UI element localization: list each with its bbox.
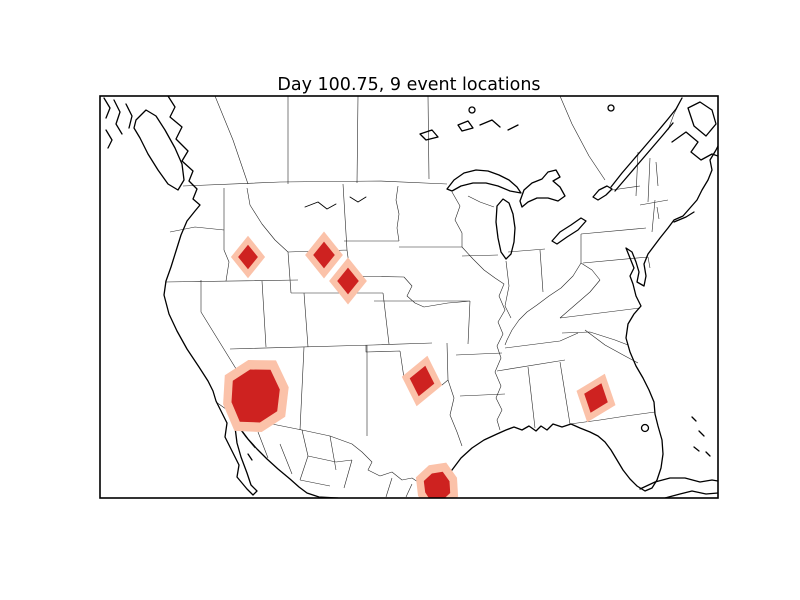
st-lawrence-river — [610, 97, 683, 192]
lake-superior — [446, 169, 522, 194]
vancouver-island — [133, 109, 185, 191]
lake-okeechobee — [640, 423, 650, 433]
southern-state-borders — [496, 307, 656, 429]
new-brunswick-fundy-coast — [671, 131, 718, 161]
canada-province-borders — [214, 96, 683, 191]
border-layer — [164, 96, 683, 498]
mexico-state-borders — [232, 419, 413, 498]
eastern-state-borders — [559, 151, 669, 319]
montana-river-squiggles — [304, 196, 367, 210]
long-island — [673, 211, 695, 223]
gulf-atlantic-coastline — [436, 145, 718, 492]
event-core-layer — [231, 241, 608, 498]
lake-huron — [519, 169, 566, 208]
alaska-panhandle-islands — [103, 97, 133, 149]
coastline-layer — [103, 96, 718, 498]
canadian-small-lakes — [419, 119, 519, 141]
great-lakes-layer — [446, 169, 613, 260]
pacific-mexico-coastline — [163, 96, 339, 498]
baja-offshore-island — [247, 453, 253, 461]
event-marker-core — [238, 244, 258, 270]
lake-erie — [551, 217, 587, 245]
cuba-coastline — [639, 477, 718, 498]
small-lake-ring-west — [468, 106, 476, 114]
event-marker-core — [409, 365, 435, 397]
western-state-borders — [164, 183, 433, 436]
midwest-state-borders — [451, 191, 546, 397]
plains-state-borders — [344, 185, 471, 447]
event-marker-core — [337, 267, 359, 295]
event-marker-core — [584, 383, 608, 413]
figure-title: Day 100.75, 9 event locations — [277, 75, 540, 95]
bahamas-islands — [691, 416, 711, 457]
event-marker-core — [231, 369, 280, 423]
small-lake-ring-east — [607, 104, 615, 112]
lake-ontario — [592, 185, 613, 201]
nova-scotia — [687, 101, 717, 137]
ohio-river-border — [504, 262, 582, 346]
event-marker-core — [313, 241, 335, 269]
us-canada-border — [182, 180, 448, 187]
lake-michigan — [495, 198, 516, 260]
map-frame — [99, 95, 719, 499]
mississippi-river-borders — [461, 246, 506, 431]
event-marker-core — [423, 471, 451, 498]
basemap — [103, 96, 718, 498]
